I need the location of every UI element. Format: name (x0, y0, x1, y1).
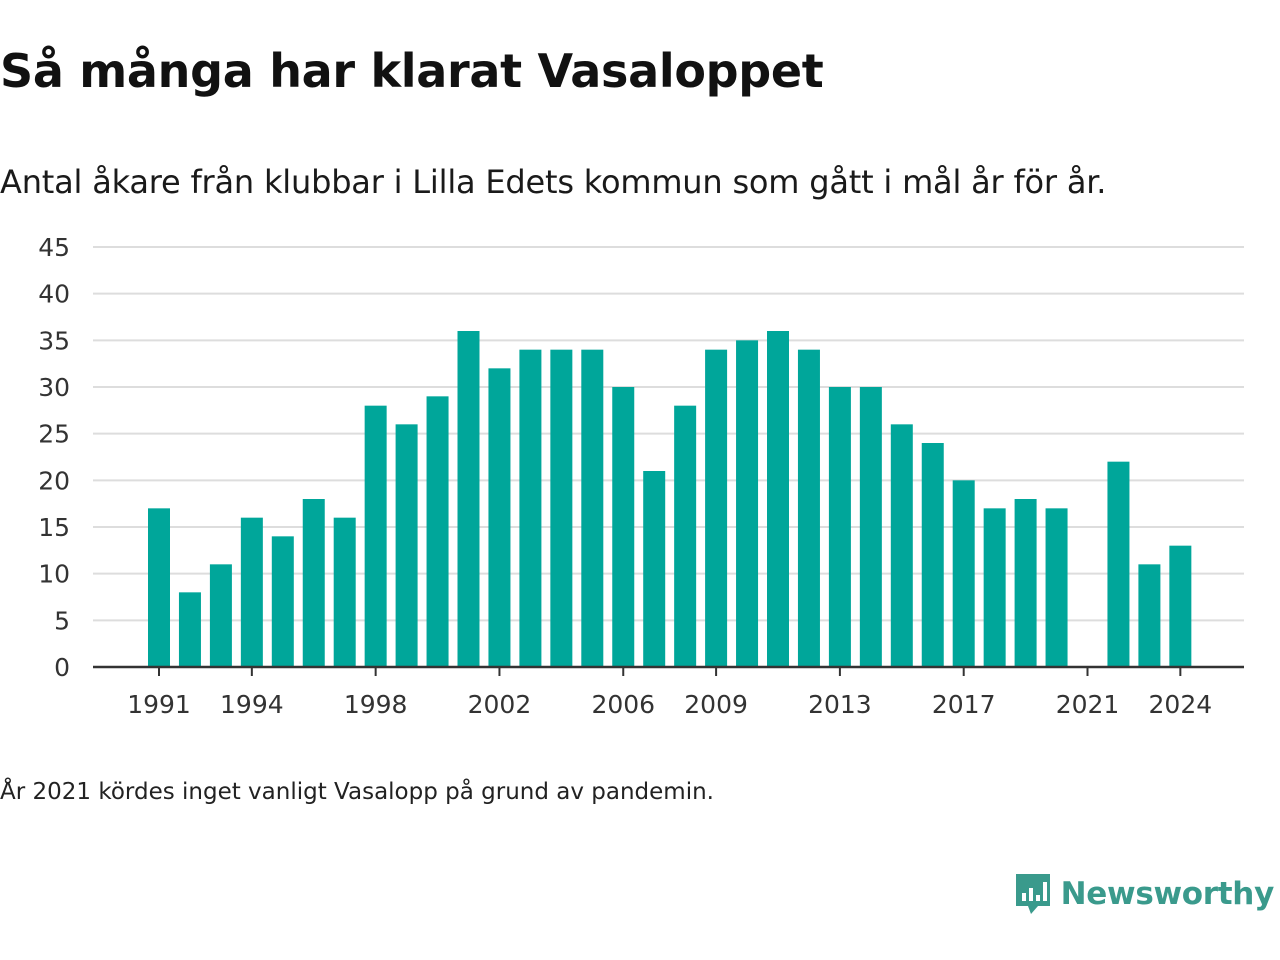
bar-2011 (767, 331, 789, 667)
axes: 0 5 10 15 20 25 30 35 40 45 1991 1994 1998 2002 2006 20… (38, 233, 1244, 719)
bar-2000 (426, 396, 449, 667)
x-tick-label: 1991 (127, 690, 191, 719)
bar-1998 (364, 405, 387, 667)
bar-2003 (519, 349, 542, 667)
brand-name: Newsworthy (1060, 876, 1275, 912)
x-tick-label: 1998 (344, 690, 408, 719)
bar-1995 (271, 536, 294, 667)
bar-2020 (1045, 508, 1068, 667)
x-tick-label: 2002 (468, 690, 532, 719)
bar-2002 (488, 368, 511, 667)
bar-2004 (550, 349, 573, 667)
x-tick-label: 2009 (684, 690, 748, 719)
y-tick-label: 0 (54, 653, 70, 682)
x-tick-label: 1994 (220, 690, 284, 719)
bar-2014 (859, 387, 882, 667)
bar-2015 (890, 424, 913, 667)
bar-2017 (952, 480, 975, 667)
chart-title: Så många har klarat Vasaloppet (0, 44, 824, 98)
bar-1992 (178, 592, 201, 667)
y-tick-label: 20 (38, 466, 70, 495)
bar-2019 (1014, 499, 1037, 667)
y-tick-label: 45 (38, 233, 70, 262)
bar-2022 (1107, 461, 1130, 667)
bar-2009 (705, 349, 728, 667)
bar-2012 (797, 349, 820, 667)
x-tick-label: 2021 (1056, 690, 1120, 719)
bar-2024 (1169, 545, 1192, 667)
bar-2006 (612, 387, 635, 667)
bar-2010 (736, 340, 759, 667)
y-tick-label: 5 (54, 606, 70, 635)
bar-2023 (1138, 564, 1161, 667)
footnote: År 2021 kördes inget vanligt Vasalopp på… (0, 779, 714, 805)
bar-2001 (457, 331, 480, 667)
chart-bubble-icon (1015, 874, 1050, 914)
bar-2018 (983, 508, 1006, 667)
y-tick-label: 25 (38, 420, 70, 449)
newsworthy-logo: Newsworthy (1013, 872, 1274, 916)
bar-1997 (333, 517, 356, 667)
y-tick-label: 30 (38, 373, 70, 402)
y-tick-label: 15 (38, 513, 70, 542)
y-tick-label: 10 (38, 560, 70, 589)
bar-2008 (674, 405, 697, 667)
y-tick-label: 35 (38, 326, 70, 355)
y-tick-label: 40 (38, 280, 70, 309)
bar-1993 (209, 564, 232, 667)
bar-2005 (581, 349, 604, 667)
bar-1994 (240, 517, 263, 667)
chart-subtitle: Antal åkare från klubbar i Lilla Edets k… (0, 163, 1107, 201)
bars (148, 331, 1192, 667)
bar-1991 (148, 508, 170, 667)
bar-2016 (921, 443, 944, 667)
bar-1996 (302, 499, 325, 667)
x-tick-label: 2013 (808, 690, 872, 719)
x-tick-label: 2024 (1149, 690, 1213, 719)
x-tick-label: 2006 (591, 690, 655, 719)
bar-1999 (395, 424, 418, 667)
bar-2013 (828, 387, 851, 667)
gridlines (93, 246, 1244, 622)
bar-2007 (643, 471, 666, 667)
bar-chart: 0 5 10 15 20 25 30 35 40 45 1991 1994 1998 2002 2006 20… (38, 233, 1244, 719)
x-tick-label: 2017 (932, 690, 996, 719)
